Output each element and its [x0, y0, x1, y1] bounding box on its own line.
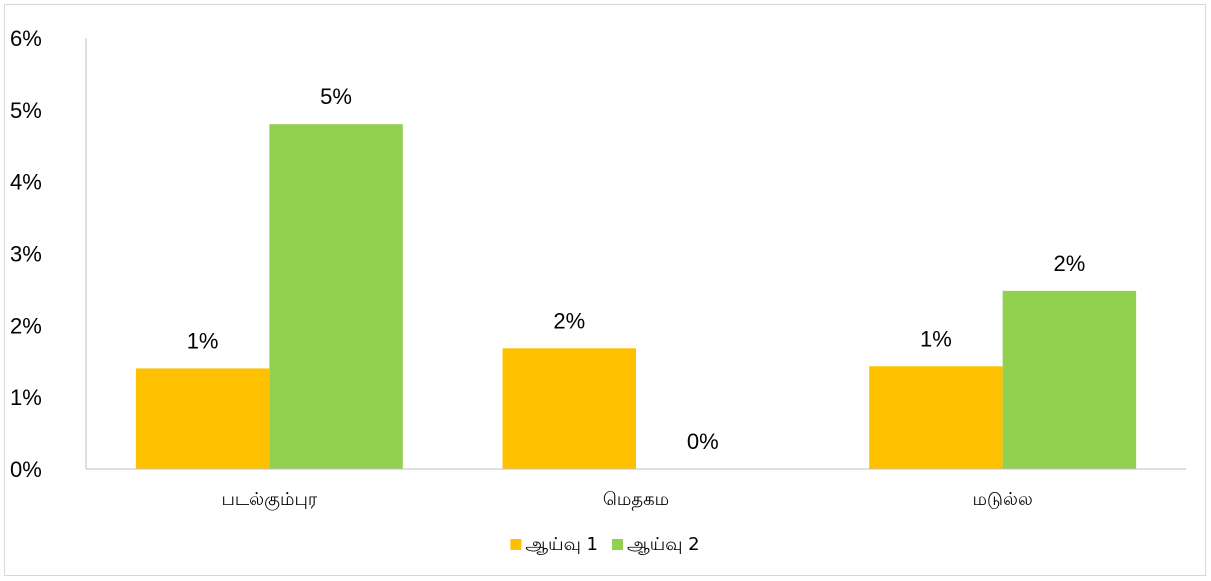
data-label: 2% [553, 308, 585, 333]
legend-label: ஆய்வு 2 [627, 534, 700, 555]
chart-frame [4, 4, 1206, 576]
data-labels: 1% 5% 2% 0% 1% 2% [187, 84, 1086, 454]
y-tick-label: 5% [10, 98, 42, 123]
data-label: 1% [187, 328, 219, 353]
bar [269, 124, 403, 469]
y-tick-label: 4% [10, 170, 42, 195]
y-tick-label: 3% [10, 242, 42, 267]
data-label: 2% [1054, 251, 1086, 276]
data-label: 5% [320, 84, 352, 109]
legend-label: ஆய்வு 1 [525, 534, 598, 555]
legend: ஆய்வு 1 ஆய்வு 2 [510, 534, 700, 555]
bar [1002, 290, 1137, 469]
bar [502, 348, 636, 469]
y-tick-label: 1% [10, 385, 42, 410]
y-axis: 0% 1% 2% 3% 4% 5% 6% [10, 26, 87, 482]
legend-swatch [510, 539, 522, 550]
x-axis: படல்கும்புர மெதகம மடுல்ல [86, 468, 1186, 511]
bars [135, 124, 1137, 469]
legend-swatch [612, 539, 623, 550]
x-category-label: மெதகம [603, 489, 669, 511]
y-tick-label: 6% [10, 26, 42, 51]
y-tick-label: 2% [10, 313, 42, 338]
bar [135, 368, 270, 469]
bar [869, 366, 1003, 469]
x-category-label: படல்கும்புர [221, 489, 317, 511]
data-label: 1% [920, 326, 952, 351]
data-label: 0% [687, 429, 719, 454]
y-tick-label: 0% [10, 457, 42, 482]
x-category-label: மடுல்ல [972, 489, 1032, 510]
